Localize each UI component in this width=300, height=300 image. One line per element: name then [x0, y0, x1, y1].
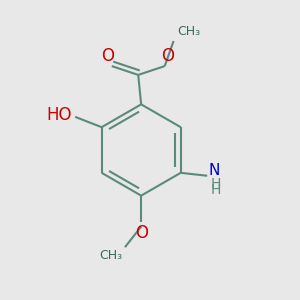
- Text: H: H: [210, 177, 220, 191]
- Text: HO: HO: [47, 106, 72, 124]
- Text: O: O: [135, 224, 148, 242]
- Text: O: O: [101, 46, 114, 64]
- Text: O: O: [161, 46, 174, 64]
- Text: N: N: [209, 163, 220, 178]
- Text: H: H: [210, 183, 220, 197]
- Text: CH₃: CH₃: [177, 25, 200, 38]
- Text: CH₃: CH₃: [100, 249, 123, 262]
